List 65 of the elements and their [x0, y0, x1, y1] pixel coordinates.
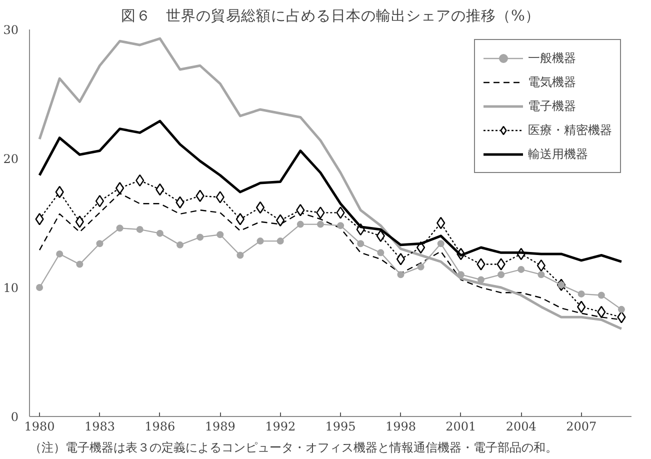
x-tick-label: 1983 [84, 420, 116, 434]
point [216, 231, 224, 238]
point [156, 230, 164, 237]
point [457, 271, 464, 278]
point [36, 284, 44, 291]
legend-label: 一般機器 [528, 50, 576, 66]
point [437, 240, 444, 248]
y-tick-label: 0 [10, 410, 19, 424]
point [618, 306, 625, 313]
x-tick-label: 1980 [24, 420, 55, 434]
point [496, 258, 506, 270]
point [336, 206, 345, 219]
legend-label: 電気機器 [528, 74, 576, 90]
point [617, 311, 626, 324]
point [577, 300, 586, 313]
point [136, 226, 144, 233]
point [538, 271, 545, 278]
point [216, 191, 224, 204]
point [417, 263, 424, 270]
point [76, 260, 84, 268]
legend-label: 電子機器 [528, 98, 576, 114]
y-tick-label: 20 [3, 152, 19, 166]
point [337, 222, 344, 230]
y-tick-label: 30 [3, 23, 19, 37]
chart-title: 図６ 世界の貿易総額に占める日本の輸出シェアの推移（%） [121, 8, 540, 24]
point [176, 241, 184, 248]
point [476, 258, 486, 270]
point [256, 201, 265, 214]
point [498, 271, 505, 278]
point [536, 259, 546, 272]
point [518, 266, 525, 273]
point [96, 240, 104, 248]
text: （注）電子機器は表３の定義によるコンピュータ・オフィス機器と情報通信機器・電子部品の和。 [30, 440, 558, 454]
x-tick-label: 1998 [385, 420, 416, 434]
point [296, 220, 304, 228]
x-tick-label: 1995 [325, 420, 356, 434]
point [578, 290, 585, 298]
point [196, 234, 204, 241]
y-tick-label: 10 [3, 281, 19, 295]
x-tick-label: 1989 [204, 420, 236, 434]
line-series [38, 37, 623, 330]
point [236, 212, 245, 226]
point [75, 216, 84, 228]
point [236, 252, 244, 259]
point [116, 224, 124, 232]
point [377, 249, 384, 256]
point [276, 238, 284, 245]
point [95, 194, 104, 208]
point [598, 292, 605, 299]
x-tick-label: 1992 [265, 420, 296, 434]
point [478, 276, 484, 284]
point [396, 252, 406, 266]
point [397, 271, 404, 278]
x-tick-label: 2004 [506, 420, 537, 434]
point [256, 238, 264, 245]
legend-label: 医療・精密機器 [528, 122, 612, 138]
x-tick-label: 1986 [144, 420, 176, 434]
legend-label: 輸送用機器 [528, 146, 588, 162]
x-tick-label: 2001 [446, 420, 476, 434]
point [316, 220, 324, 228]
point [357, 240, 364, 248]
point [316, 206, 325, 219]
point [115, 182, 124, 194]
point [56, 250, 64, 258]
x-tick-label: 2007 [566, 420, 597, 434]
